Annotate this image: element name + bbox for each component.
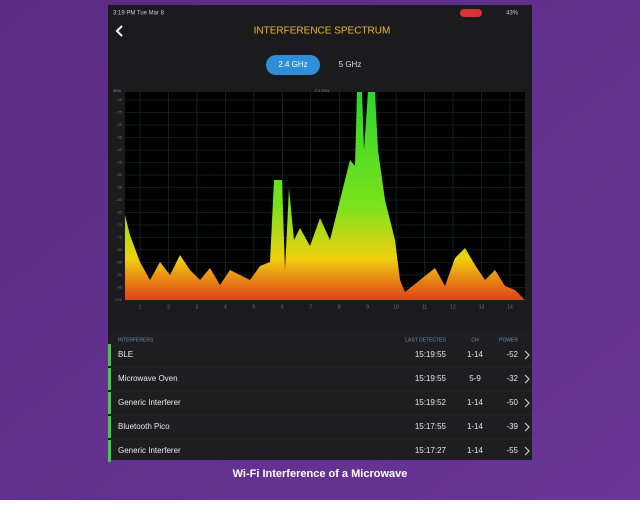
status-time: 3:19 PM Tue Mar 8 [113,11,165,17]
y-tick-label: -95 [116,285,123,290]
column-header: LAST DETECTED [405,337,446,343]
y-tick-label: -70 [116,222,123,227]
cell: 15:19:52 [415,398,447,407]
record-indicator [460,9,482,17]
x-tick-label: 11 [422,304,427,310]
cell: Microwave Oven [118,374,178,383]
x-tick-label: 9 [366,304,369,310]
x-tick-label: 2 [167,304,170,310]
row-indicator [108,416,111,438]
cell: Generic Interferer [118,398,181,407]
column-header: INTERFERERS [118,337,154,343]
row-indicator [108,344,111,366]
row-chevron[interactable] [524,446,530,456]
row-chevron[interactable] [524,422,530,432]
cell: 1-14 [467,422,484,431]
y-tick-label: -55 [116,185,123,190]
battery: 43% [506,11,519,17]
x-tick-label: 6 [281,304,284,310]
y-tick-label: -45 [116,160,123,165]
x-tick-label: 8 [338,304,341,310]
cell: -50 [506,398,518,407]
y-tick-label: -80 [116,247,123,252]
y-tick-label: -85 [116,260,123,265]
band-label: 2.4 GHz [315,88,330,93]
unit-label: dBm [113,88,122,93]
x-tick-label: 12 [450,304,456,310]
y-tick-label: -30 [116,122,123,127]
cell: 15:19:55 [415,350,447,359]
column-header: POWER [499,337,518,343]
y-tick-label: -90 [116,272,123,277]
y-tick-label: -75 [116,235,123,240]
caption: Wi-Fi Interference of a Microwave [233,468,408,480]
y-tick-label: -35 [116,135,123,140]
cell: 15:17:55 [415,422,447,431]
cell: 15:19:55 [415,374,447,383]
cell: 1-14 [467,398,484,407]
x-tick-label: 5 [252,304,255,310]
tab-label[interactable]: 5 GHz [339,60,362,69]
header-title: INTERFERENCE SPECTRUM [254,26,391,37]
x-tick-label: 10 [393,304,399,310]
row-chevron[interactable] [524,374,530,384]
cell: 15:17:27 [415,446,447,455]
back-button[interactable] [115,25,123,37]
x-tick-label: 13 [479,304,485,310]
row-indicator [108,440,111,462]
row-indicator [108,392,111,414]
cell: -32 [506,374,518,383]
cell: Bluetooth Pico [118,422,170,431]
y-tick-label: -65 [116,210,123,215]
y-tick-label: -100 [114,297,123,302]
column-header: CH [471,337,479,343]
y-tick-label: -20 [116,97,123,102]
cell: BLE [118,350,133,359]
x-tick-label: 7 [309,304,312,310]
cell: -39 [506,422,518,431]
y-tick-label: -60 [116,197,123,202]
x-tick-label: 4 [224,304,227,310]
spectrum-trace [125,92,525,300]
tab-active[interactable] [266,55,320,75]
tab-label[interactable]: 2.4 GHz [278,60,307,69]
cell: -55 [506,446,518,455]
cell: 1-14 [467,350,484,359]
y-tick-label: -40 [116,147,123,152]
row-indicator [108,368,111,390]
cell: Generic Interferer [118,446,181,455]
interferer-table [108,332,532,460]
x-tick-label: 14 [507,304,513,310]
cell: -52 [506,350,518,359]
cell: 1-14 [467,446,484,455]
x-tick-label: 3 [196,304,199,310]
y-tick-label: -25 [116,110,123,115]
row-chevron[interactable] [524,398,530,408]
y-tick-label: -50 [116,172,123,177]
x-tick-label: 1 [139,304,142,310]
cell: 5-9 [469,374,481,383]
row-chevron[interactable] [524,350,530,360]
